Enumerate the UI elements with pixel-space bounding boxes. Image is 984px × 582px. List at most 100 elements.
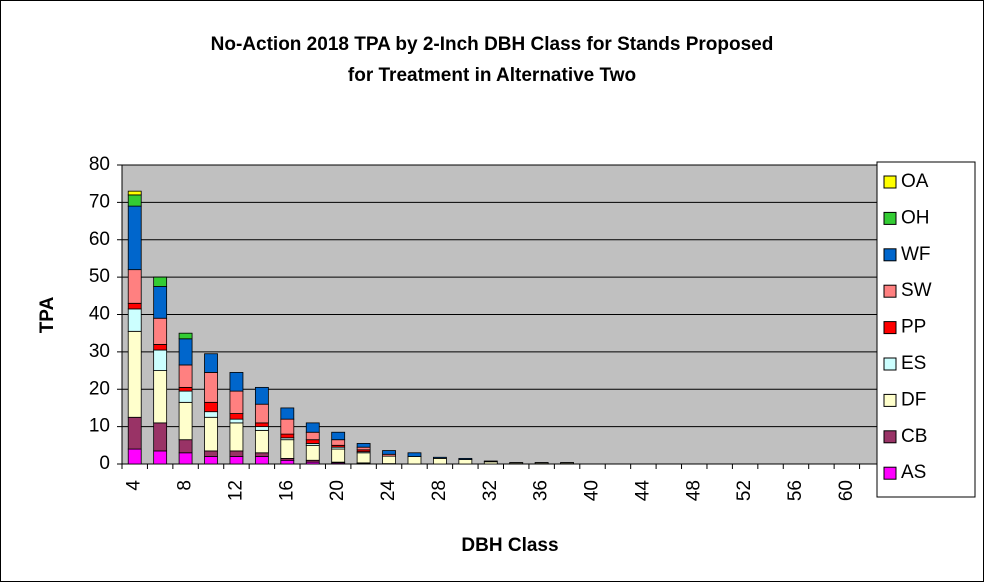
y-tick-label: 70 [89,191,110,212]
bar-segment [229,456,244,465]
bar-segment [433,456,447,459]
bar-segment [458,457,473,460]
x-tick-label: 20 [327,480,348,501]
bar-segment [254,429,269,454]
bar-segment [178,390,193,403]
legend-swatch [883,321,897,335]
bar-segment [204,411,218,418]
bar-segment [331,448,346,463]
x-tick-label: 48 [683,480,704,501]
bar-segment [127,194,142,207]
bar-segment [204,401,218,413]
bar-segment [127,330,142,418]
legend-swatch [883,284,897,298]
bar-segment [204,416,218,452]
bar-segment [153,349,168,371]
bar-segment [204,353,218,373]
legend-label: OA [901,171,929,192]
y-tick-label: 10 [89,416,110,437]
bar-segment [178,332,193,340]
bar-segment [153,450,168,465]
x-tick-label: 8 [175,480,196,491]
bar-segment [178,452,193,465]
bar-segment [254,456,269,465]
bar-segment [204,372,218,403]
bar-segment [178,386,193,392]
bar-segment [127,205,142,271]
x-tick-label: 24 [378,480,399,502]
legend-label: ES [901,353,926,374]
bar-segment [305,422,320,433]
bar-segment [229,418,244,424]
x-tick-label: 36 [531,480,552,501]
y-axis-label: TPA [37,296,58,333]
legend-swatch [883,357,897,371]
x-tick-label: 60 [836,480,857,501]
legend-label: SW [901,280,932,301]
bar-segment [127,269,142,304]
y-tick-label: 20 [89,378,110,399]
bar-segment [280,407,295,420]
bar-segment [458,459,473,465]
bar-segment [204,456,218,465]
bar-segment [153,276,168,287]
x-tick-label: 12 [225,480,246,501]
bar-segment [204,450,218,457]
bar-segment [254,452,269,457]
legend-label: AS [901,462,926,483]
x-tick-label: 16 [276,480,297,501]
bar-segment [331,431,346,441]
legend-label: WF [901,244,931,265]
bar-segment [153,422,168,452]
bar-segment [483,460,498,463]
bar-segment [229,372,244,392]
bar-segment [127,308,142,332]
bar-segment [305,431,320,441]
bar-segment [127,448,142,465]
bar-segment [178,338,193,366]
bar-segment [356,443,371,448]
x-tick-label: 28 [429,480,450,501]
x-axis-label: DBH Class [461,535,558,556]
legend-swatch [883,430,897,444]
bar-segment [229,422,244,452]
chart-title: for Treatment in Alternative Two [348,65,636,86]
chart-title: No-Action 2018 TPA by 2-Inch DBH Class f… [211,34,774,55]
bar-segment [305,439,320,444]
bar-segment [127,190,142,196]
bar-segment [229,413,244,420]
bar-segment [305,444,320,461]
legend-swatch [883,211,897,225]
x-tick-label: 56 [785,480,806,501]
x-tick-label: 32 [480,480,501,501]
bar-segment [127,416,142,450]
legend-swatch [883,175,897,189]
y-tick-label: 80 [89,154,110,175]
bar-segment [407,456,422,465]
bar-segment [178,364,193,388]
bar-segment [254,426,269,431]
bar-segment [229,450,244,457]
bar-segment [153,343,168,351]
bar-segment [178,401,193,441]
bar-segment [254,422,269,428]
x-tick-label: 52 [734,480,755,501]
x-tick-label: 40 [582,480,603,501]
bar-segment [433,457,447,465]
legend-swatch [883,466,897,480]
bar-segment [254,403,269,424]
legend-label: DF [901,389,926,410]
bar-segment [153,317,168,345]
bar-segment [331,439,346,446]
legend-swatch [883,248,897,262]
y-tick-label: 50 [89,266,110,287]
bar-segment [280,459,295,465]
bar-segment [178,439,193,454]
legend-label: OH [901,207,930,228]
y-tick-label: 30 [89,341,110,362]
bar-segment [382,455,396,465]
bar-segment [356,452,371,464]
legend-label: CB [901,426,927,447]
bar-segment [280,418,295,435]
